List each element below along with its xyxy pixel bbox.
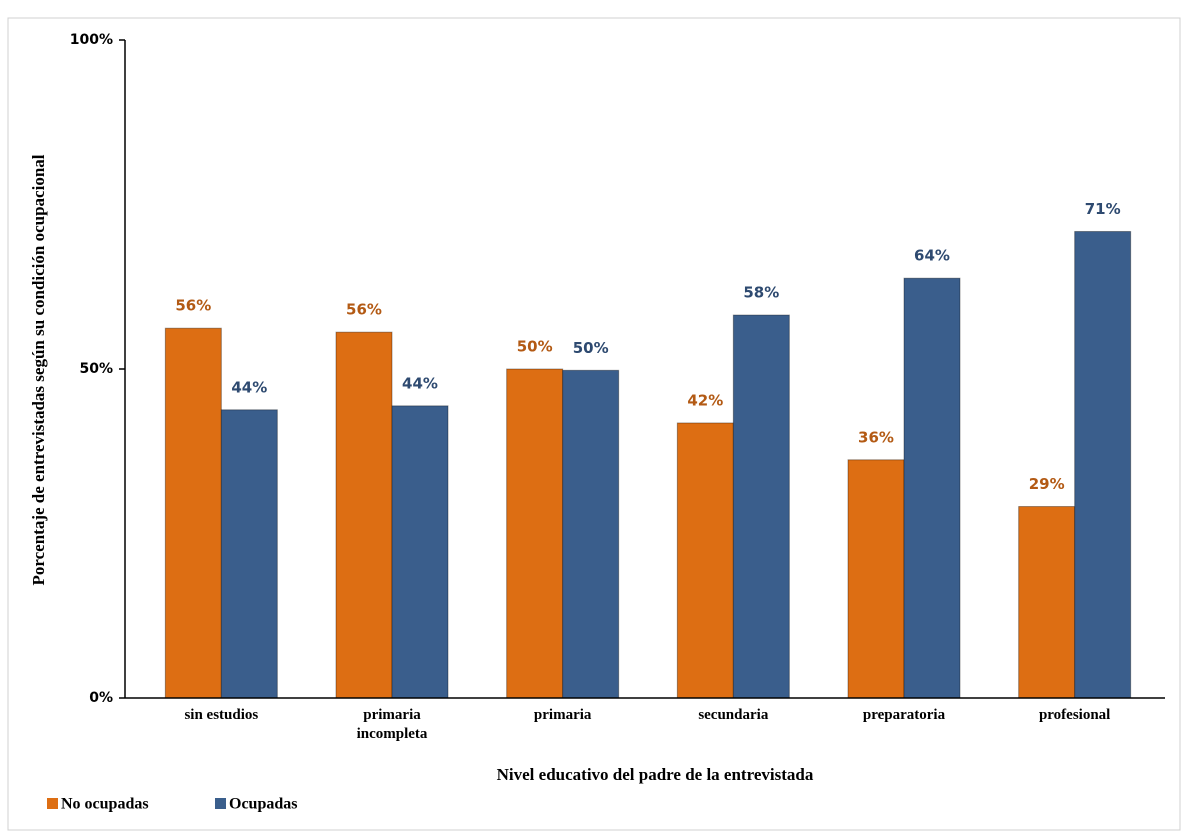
bar — [1074, 230, 1132, 699]
x-tick-label: primaria — [533, 707, 592, 723]
y-tick-label: 0% — [89, 690, 113, 706]
value-label: 50% — [517, 338, 553, 356]
bar — [1018, 506, 1076, 699]
legend-swatch — [47, 798, 58, 809]
legend-label: No ocupadas — [61, 796, 149, 813]
bar — [506, 368, 564, 699]
x-tick-label: preparatoria — [862, 707, 946, 723]
x-axis-title: Nivel educativo del padre de la entrevis… — [497, 765, 814, 784]
bar — [903, 277, 961, 699]
bar — [562, 369, 620, 699]
bar — [676, 422, 734, 699]
value-label: 64% — [914, 247, 950, 265]
value-label: 42% — [687, 391, 723, 409]
legend-label: Ocupadas — [229, 796, 297, 813]
y-axis-title: Porcentaje de entrevistadas según su con… — [29, 154, 48, 585]
x-tick-label: secundaria — [698, 707, 769, 723]
bar — [732, 314, 790, 699]
value-label: 50% — [573, 339, 609, 357]
x-tick-label: sin estudios — [184, 707, 259, 723]
bar — [164, 327, 222, 699]
legend-swatch — [215, 798, 226, 809]
value-label: 56% — [175, 297, 211, 315]
y-tick-label: 50% — [79, 361, 113, 377]
x-tick-label: profesional — [1038, 707, 1111, 723]
bar — [847, 459, 905, 699]
value-label: 71% — [1085, 200, 1121, 218]
value-label: 44% — [231, 378, 267, 396]
value-label: 44% — [402, 374, 438, 392]
value-label: 29% — [1029, 475, 1065, 493]
value-label: 56% — [346, 301, 382, 319]
x-tick-label: primaria incompleta — [356, 707, 428, 742]
bar — [220, 409, 278, 699]
value-label: 58% — [743, 284, 779, 302]
value-label: 36% — [858, 428, 894, 446]
bar — [391, 405, 449, 699]
y-tick-label: 100% — [70, 32, 113, 48]
chart-frame — [7, 17, 1181, 831]
bar — [335, 331, 393, 699]
